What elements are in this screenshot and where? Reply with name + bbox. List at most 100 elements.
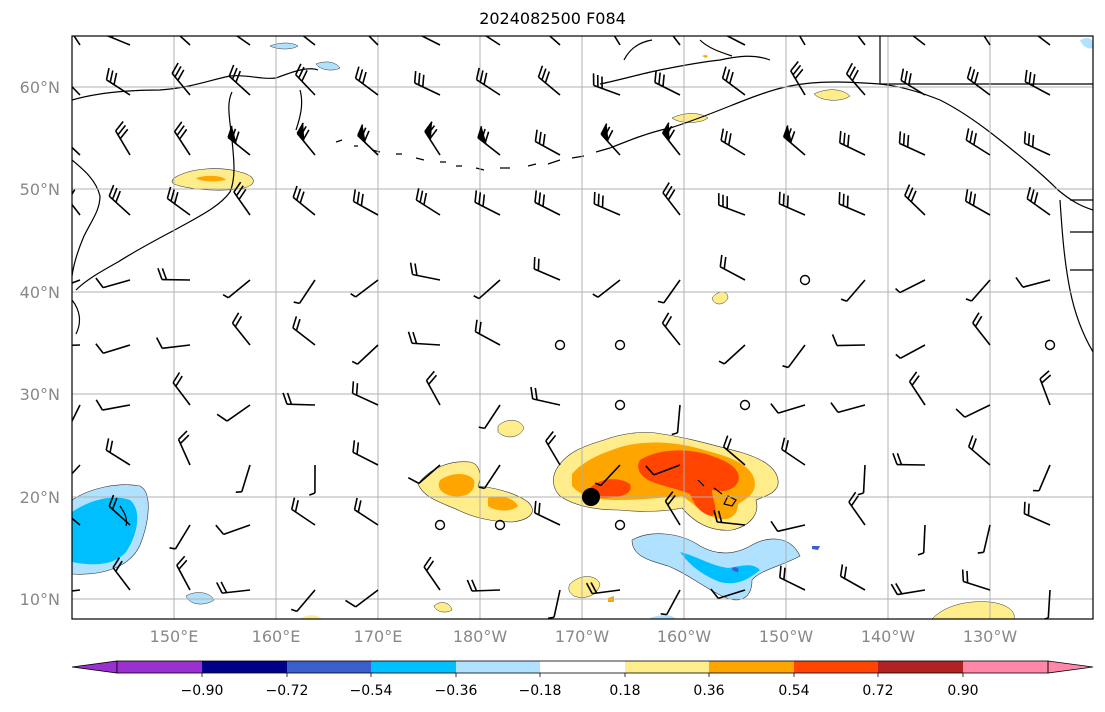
wind-barb (73, 36, 81, 46)
wind-barb (967, 435, 991, 466)
colorbar-segment (202, 661, 287, 673)
lon-label: 170°E (354, 627, 403, 646)
wind-barb (908, 371, 926, 406)
wind-barb (72, 186, 81, 216)
wind-barb (972, 312, 991, 346)
lon-label: 160°W (657, 627, 712, 646)
colorbar-segment (540, 661, 625, 673)
colorbar-tick-label: −0.36 (435, 683, 478, 699)
calm-wind-circle (739, 399, 751, 411)
colorbar-segment (963, 661, 1048, 673)
wind-barb (474, 319, 501, 346)
wind-barb (231, 312, 251, 346)
wind-barb (282, 392, 316, 406)
wind-barb (900, 68, 926, 96)
wind-barb (115, 121, 131, 156)
wind-barb (613, 36, 621, 46)
colorbar-segment (625, 661, 709, 673)
wind-barb (72, 517, 81, 526)
coastlines (72, 36, 1093, 527)
wind-barb (423, 556, 441, 591)
latitude-labels: 60°N 50°N 40°N 30°N 20°N 10°N (20, 78, 60, 609)
wind-barb (545, 431, 561, 466)
wind-barb (95, 399, 131, 411)
wind-barb (345, 589, 379, 608)
wind-barb (413, 70, 441, 96)
wind-barb (839, 564, 866, 591)
wind-barb (1023, 131, 1051, 156)
wind-barb (477, 126, 501, 156)
wind-barb (407, 464, 441, 485)
calm-wind-circle (494, 519, 506, 531)
wind-barb (95, 343, 131, 354)
wind-barb (904, 184, 926, 216)
wind-barb (594, 464, 621, 487)
wind-barb (293, 279, 316, 305)
wind-barb (1015, 276, 1051, 288)
wind-barb (169, 524, 191, 550)
wind-barb (600, 123, 621, 156)
colorbar-tick-label: 0.90 (947, 683, 978, 699)
wind-barb (592, 279, 621, 298)
colorbar-segment (117, 661, 202, 673)
wind-barb (661, 312, 681, 346)
wind-barb (537, 65, 561, 96)
wind-barb (710, 588, 746, 600)
wind-barb (657, 279, 681, 304)
lon-label: 130°W (963, 627, 1018, 646)
wind-barb (474, 190, 501, 216)
storm-center-marker (582, 488, 600, 506)
wind-barb (654, 70, 681, 96)
wind-barb (592, 73, 621, 96)
lon-label: 150°E (150, 627, 199, 646)
wind-barb (108, 494, 131, 526)
wind-barb (892, 452, 926, 466)
wind-barbs (72, 36, 1056, 619)
wind-barb (547, 589, 561, 619)
wind-barb (955, 404, 991, 418)
lat-label: 10°N (20, 590, 60, 609)
wind-barb (294, 63, 316, 96)
wind-barb (838, 130, 866, 156)
wind-barb (770, 520, 806, 533)
wind-barb (964, 189, 991, 216)
wind-barb (292, 316, 316, 346)
grid-lines (72, 36, 1093, 619)
wind-barb (725, 36, 746, 46)
wind-barb (157, 268, 191, 281)
wind-barb (155, 337, 191, 350)
wind-barb (407, 331, 441, 346)
wind-barb (475, 67, 501, 96)
wind-barb (672, 36, 681, 46)
wind-barb (840, 279, 866, 302)
calm-wind-circle (614, 399, 626, 411)
calm-wind-circle (614, 339, 626, 351)
wind-barb (473, 279, 501, 300)
colorbar-segment (709, 661, 794, 673)
calm-wind-circle (434, 519, 446, 531)
wind-barb (664, 491, 681, 526)
wind-barb (780, 437, 806, 466)
wind-barb (917, 524, 926, 556)
wind-barb (779, 565, 806, 591)
wind-barb (172, 372, 191, 406)
wind-barb (72, 464, 81, 475)
wind-barb (645, 464, 681, 476)
wind-barb (798, 36, 806, 46)
wind-barb (352, 189, 379, 216)
wind-barb (848, 491, 866, 526)
wind-barb (719, 254, 746, 281)
wind-barb (367, 36, 379, 46)
colorbar-segment (287, 661, 371, 673)
wind-barb (713, 510, 746, 526)
negative-anomaly-west-core (72, 497, 138, 565)
anomaly-shading (72, 38, 1093, 619)
wind-barb (420, 36, 441, 46)
wind-barb (782, 344, 806, 369)
wind-barb (1039, 370, 1052, 406)
wind-barb (966, 66, 991, 96)
colorbar-labels: −0.90 −0.72 −0.54 −0.36 −0.18 0.18 0.36 … (181, 683, 979, 699)
colorbar (71, 660, 1094, 677)
lat-label: 30°N (20, 385, 60, 404)
